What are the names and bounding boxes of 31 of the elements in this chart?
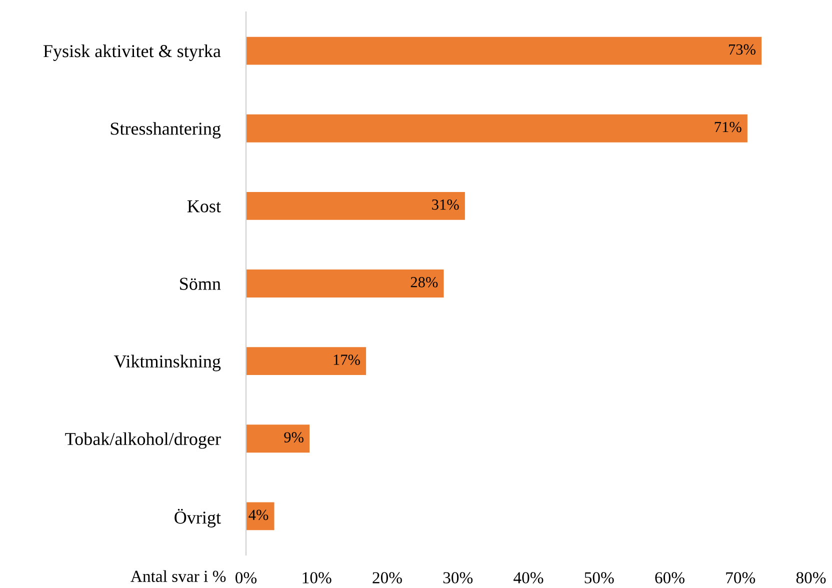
bar	[246, 347, 366, 376]
x-tick-label: 30%	[443, 572, 473, 584]
y-tick-label: Viktminskning	[114, 354, 221, 372]
data-label: 73%	[729, 44, 756, 55]
y-tick-label: Kost	[187, 200, 221, 212]
data-label: 28%	[410, 277, 438, 288]
y-tick-label: Sömn	[180, 278, 221, 290]
x-tick-label: 80%	[796, 572, 826, 584]
data-label: 9%	[284, 432, 304, 443]
bar	[246, 424, 310, 453]
bar	[246, 502, 274, 530]
y-tick-label: Övrigt	[174, 508, 221, 528]
x-axis-title: Antal svar i %	[130, 570, 226, 582]
data-label: 71%	[714, 122, 742, 132]
bar	[246, 270, 444, 298]
data-label: 17%	[334, 354, 360, 365]
data-label: 4%	[248, 510, 268, 520]
y-tick-label: Tobak/alkohol/droger	[65, 432, 221, 449]
x-tick-label: 0%	[236, 572, 257, 584]
bar	[246, 114, 748, 142]
x-tick-label: 20%	[372, 572, 402, 584]
y-tick-label: Fysisk aktivitet & styrka	[43, 44, 221, 61]
bar	[246, 36, 762, 65]
bar	[246, 192, 465, 220]
data-label: 31%	[432, 199, 459, 210]
x-tick-label: 60%	[655, 572, 684, 584]
x-tick-label: 10%	[302, 572, 332, 584]
y-tick-label: Stresshantering	[110, 122, 221, 139]
x-tick-label: 40%	[514, 572, 544, 584]
x-tick-label: 70%	[726, 572, 756, 584]
x-tick-label: 50%	[584, 572, 614, 584]
